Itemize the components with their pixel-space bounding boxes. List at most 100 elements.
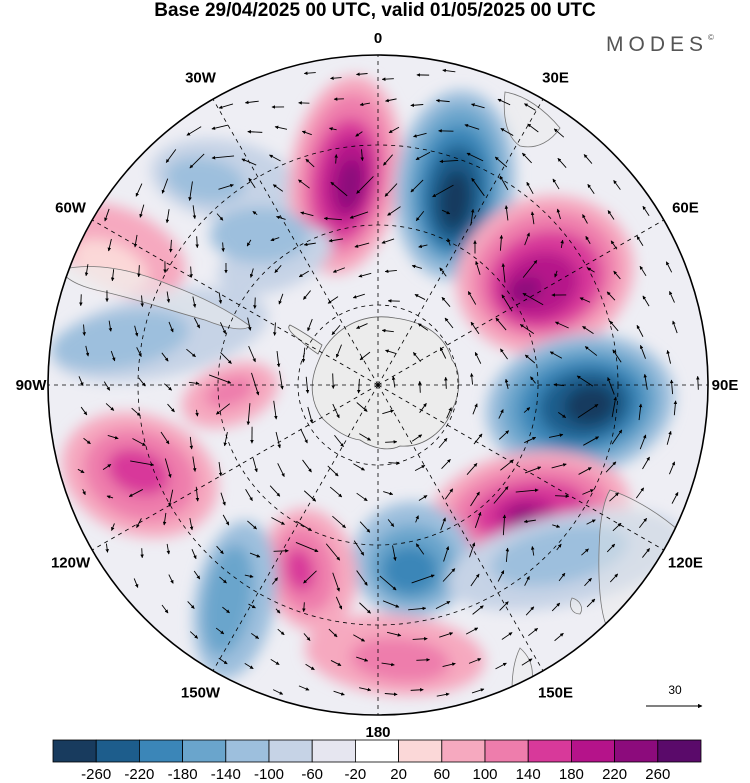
wind-vector [352, 293, 365, 299]
wind-vector [130, 460, 155, 467]
wind-vector [530, 211, 535, 225]
wind-vector [223, 431, 228, 447]
colorbar-label: 140 [516, 766, 541, 783]
wind-vector [106, 495, 114, 499]
wind-vector [583, 436, 600, 446]
wind-vector [218, 461, 223, 477]
wind-vector [418, 244, 428, 249]
wind-vector [307, 406, 314, 424]
wind-vector [411, 574, 435, 584]
wind-vector [582, 325, 594, 335]
wind-vector [333, 690, 345, 696]
wind-vector [251, 372, 260, 396]
anomaly-region [335, 159, 365, 211]
wind-vector [438, 437, 448, 449]
colorbar-swatch [138, 739, 183, 763]
wind-vector [274, 125, 288, 130]
wind-vector [523, 407, 531, 413]
wind-vector [412, 352, 422, 362]
wind-vector [353, 540, 365, 556]
wind-vector [105, 403, 115, 411]
wind-vector [189, 631, 199, 639]
wind-vector [219, 322, 227, 335]
wind-vector [298, 685, 310, 691]
wind-vector [276, 215, 286, 220]
tasmania [570, 597, 582, 615]
wind-vector [584, 577, 592, 587]
wind-vector [415, 543, 425, 555]
wind-vector [388, 126, 400, 134]
wind-vector [359, 433, 371, 441]
wind-vector [444, 376, 448, 389]
wind-vector [248, 345, 256, 363]
colorbar-label: 100 [472, 766, 497, 783]
anomaly-region [210, 207, 310, 263]
wind-vector [666, 430, 672, 445]
wind-vector [435, 98, 450, 103]
wind-vector [495, 662, 507, 670]
wind-vector [359, 102, 371, 107]
wind-vector [495, 317, 507, 331]
wind-vector [500, 128, 514, 136]
wind-vector [305, 663, 315, 671]
wind-vector [246, 239, 252, 247]
wind-vector [272, 322, 277, 336]
reference-vector: 30 [646, 683, 703, 709]
wind-vector [358, 272, 372, 278]
wind-vector [471, 103, 485, 109]
wind-vector [244, 100, 259, 105]
longitude-label: 180 [365, 724, 390, 741]
wind-vector [415, 151, 431, 161]
wind-vector [500, 348, 508, 360]
map-field [48, 55, 708, 715]
wind-vector [552, 524, 561, 528]
wind-vector [303, 290, 311, 300]
colorbar-swatch [95, 739, 140, 763]
wind-vector [419, 403, 427, 413]
wind-vector [432, 184, 454, 198]
wind-vector [222, 514, 230, 526]
wind-vector [464, 123, 480, 130]
wind-vector [415, 515, 419, 523]
wind-vector [384, 692, 398, 697]
wind-vector [303, 633, 311, 641]
wind-vector [441, 297, 451, 307]
longitude-label: 60E [672, 200, 699, 217]
colorbar-label: -180 [168, 766, 198, 783]
logo-text: MODES [606, 33, 709, 56]
wind-vector [498, 430, 510, 440]
wind-vector [441, 209, 451, 215]
wind-vector [605, 461, 617, 473]
wind-vector [359, 521, 371, 533]
wind-vector [498, 409, 504, 419]
wind-vector [515, 488, 539, 493]
wind-vector [586, 519, 596, 525]
wind-vector [526, 181, 534, 195]
wind-vector [247, 129, 263, 134]
wind-vector [277, 463, 285, 477]
wind-vector [325, 543, 341, 561]
wind-vector [470, 208, 475, 225]
wind-vector [128, 489, 143, 497]
wind-vector [277, 628, 285, 636]
wind-vector [607, 210, 615, 220]
wind-vector [385, 349, 397, 355]
wind-vector [273, 549, 289, 553]
wind-vector [609, 573, 619, 583]
anomaly-region [350, 637, 450, 683]
wind-vector [669, 379, 674, 395]
wind-vector [78, 376, 84, 387]
antarctica [311, 316, 460, 450]
wind-vector [551, 602, 561, 612]
wind-vector [136, 347, 142, 357]
wind-vector [244, 574, 254, 578]
wind-vector [247, 520, 257, 530]
wind-vector [415, 210, 425, 222]
wind-vector [582, 214, 588, 224]
wind-vector [555, 321, 569, 329]
wind-vector [83, 437, 91, 445]
wind-vector [642, 456, 650, 470]
wind-vector [671, 492, 679, 504]
wind-vector [252, 457, 258, 473]
wind-vector [356, 378, 361, 394]
